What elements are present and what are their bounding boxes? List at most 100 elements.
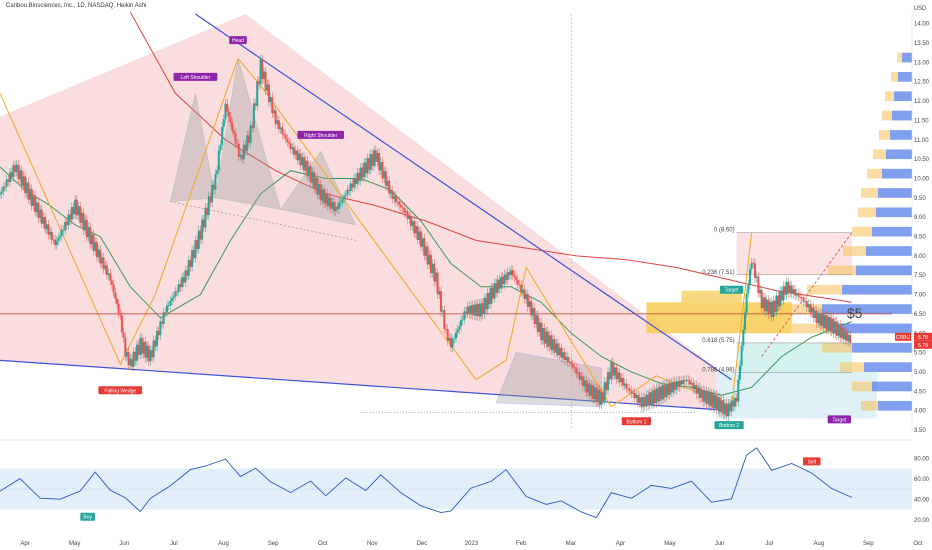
candle-body <box>277 120 280 130</box>
volume-profile-bar-alt <box>861 188 878 198</box>
candle-body <box>197 230 200 249</box>
candle-body <box>115 298 118 304</box>
candle-body <box>834 321 837 334</box>
candle-body <box>600 392 603 405</box>
candle-body <box>765 299 768 312</box>
candle-body <box>839 324 842 338</box>
candle-body <box>59 235 62 238</box>
candle-body <box>272 110 275 114</box>
candle-body <box>762 297 765 309</box>
price-tick: 4.50 <box>914 389 926 395</box>
candle-body <box>62 229 65 231</box>
candle-body <box>229 116 232 123</box>
candle-body <box>266 84 269 91</box>
month-label: Sep <box>268 541 279 547</box>
volume-profile-bar-alt <box>807 284 842 295</box>
fib-label: 0.786 (4.98) <box>702 368 734 374</box>
candle-body <box>441 310 444 312</box>
candle-body <box>338 202 341 210</box>
target-label-1-bg <box>719 285 744 294</box>
candle-body <box>49 231 52 235</box>
candle-body <box>580 376 583 380</box>
candle-body <box>35 202 38 213</box>
candle-body <box>204 207 207 228</box>
candle-body <box>19 170 22 180</box>
candle-body <box>465 311 468 314</box>
price-tick: 6.50 <box>914 312 926 318</box>
candle-body <box>840 327 843 338</box>
candle-body <box>536 315 539 333</box>
candle-body <box>713 395 716 409</box>
price-tick: 12.00 <box>914 99 930 105</box>
candle-body <box>683 380 686 382</box>
candle-body <box>520 284 523 292</box>
candle-body <box>414 226 417 234</box>
volume-profile-bar <box>898 72 912 82</box>
price-tick: 13.00 <box>914 60 930 66</box>
candle-body <box>201 219 204 240</box>
candle-body <box>237 143 240 157</box>
candle-body <box>638 397 641 403</box>
candle-body <box>662 385 665 400</box>
candle-body <box>47 224 50 235</box>
candle-body <box>531 308 534 316</box>
candle-body <box>560 347 563 358</box>
candle-body <box>95 242 98 258</box>
volume-profile-bar <box>832 323 912 334</box>
candle-body <box>2 186 5 192</box>
candle-body <box>695 385 698 394</box>
price-tick: 10.50 <box>914 157 930 163</box>
candle-body <box>124 337 127 357</box>
month-label: Dec <box>417 541 428 547</box>
candle-body <box>219 144 222 151</box>
candle-body <box>456 329 459 333</box>
candle-body <box>463 311 466 320</box>
candle-body <box>262 71 265 79</box>
candle-body <box>369 154 372 170</box>
price-tick: 5.50 <box>914 351 926 357</box>
volume-profile-bar <box>876 207 912 218</box>
left-shoulder-label-bg <box>173 72 218 81</box>
candle-body <box>214 173 217 190</box>
bottom1-label-bg <box>621 417 651 426</box>
left-shoulder-label: Left Shoulder <box>181 75 211 81</box>
candle-body <box>491 287 494 299</box>
candle-body <box>408 216 411 219</box>
candle-body <box>772 300 775 318</box>
candle-body <box>216 170 219 174</box>
candle-body <box>708 392 711 407</box>
candle-body <box>383 171 386 179</box>
candle-body <box>127 352 130 366</box>
candle-body <box>74 199 77 215</box>
candle-body <box>737 379 740 402</box>
candle-body <box>7 179 10 182</box>
candle-body <box>742 329 745 347</box>
candle-body <box>787 281 790 293</box>
candle-body <box>473 304 476 316</box>
candle-body <box>339 202 342 204</box>
candle-body <box>613 367 616 376</box>
candle-body <box>705 390 708 404</box>
candles <box>0 54 852 421</box>
candle-body <box>221 126 224 145</box>
candle-body <box>60 229 63 236</box>
candle-body <box>548 335 551 347</box>
price-tick: 3.50 <box>914 428 926 434</box>
candle-body <box>703 390 706 402</box>
volume-profile-bar-alt <box>885 91 894 102</box>
candle-body <box>256 81 259 107</box>
volume-profile-bar <box>872 381 912 392</box>
candle-body <box>39 209 42 218</box>
candle-body <box>845 331 848 342</box>
candle-body <box>433 263 436 282</box>
candle-body <box>673 381 676 390</box>
target-label-2: Target <box>832 417 847 423</box>
candle-body <box>57 237 60 241</box>
fib-label: 0 (8.60) <box>714 228 735 234</box>
candle-body <box>72 206 75 215</box>
candle-body <box>748 268 751 285</box>
volume-profile-bar-alt <box>873 149 886 160</box>
volume-profile-bar-alt <box>777 304 822 314</box>
candle-body <box>184 270 187 283</box>
